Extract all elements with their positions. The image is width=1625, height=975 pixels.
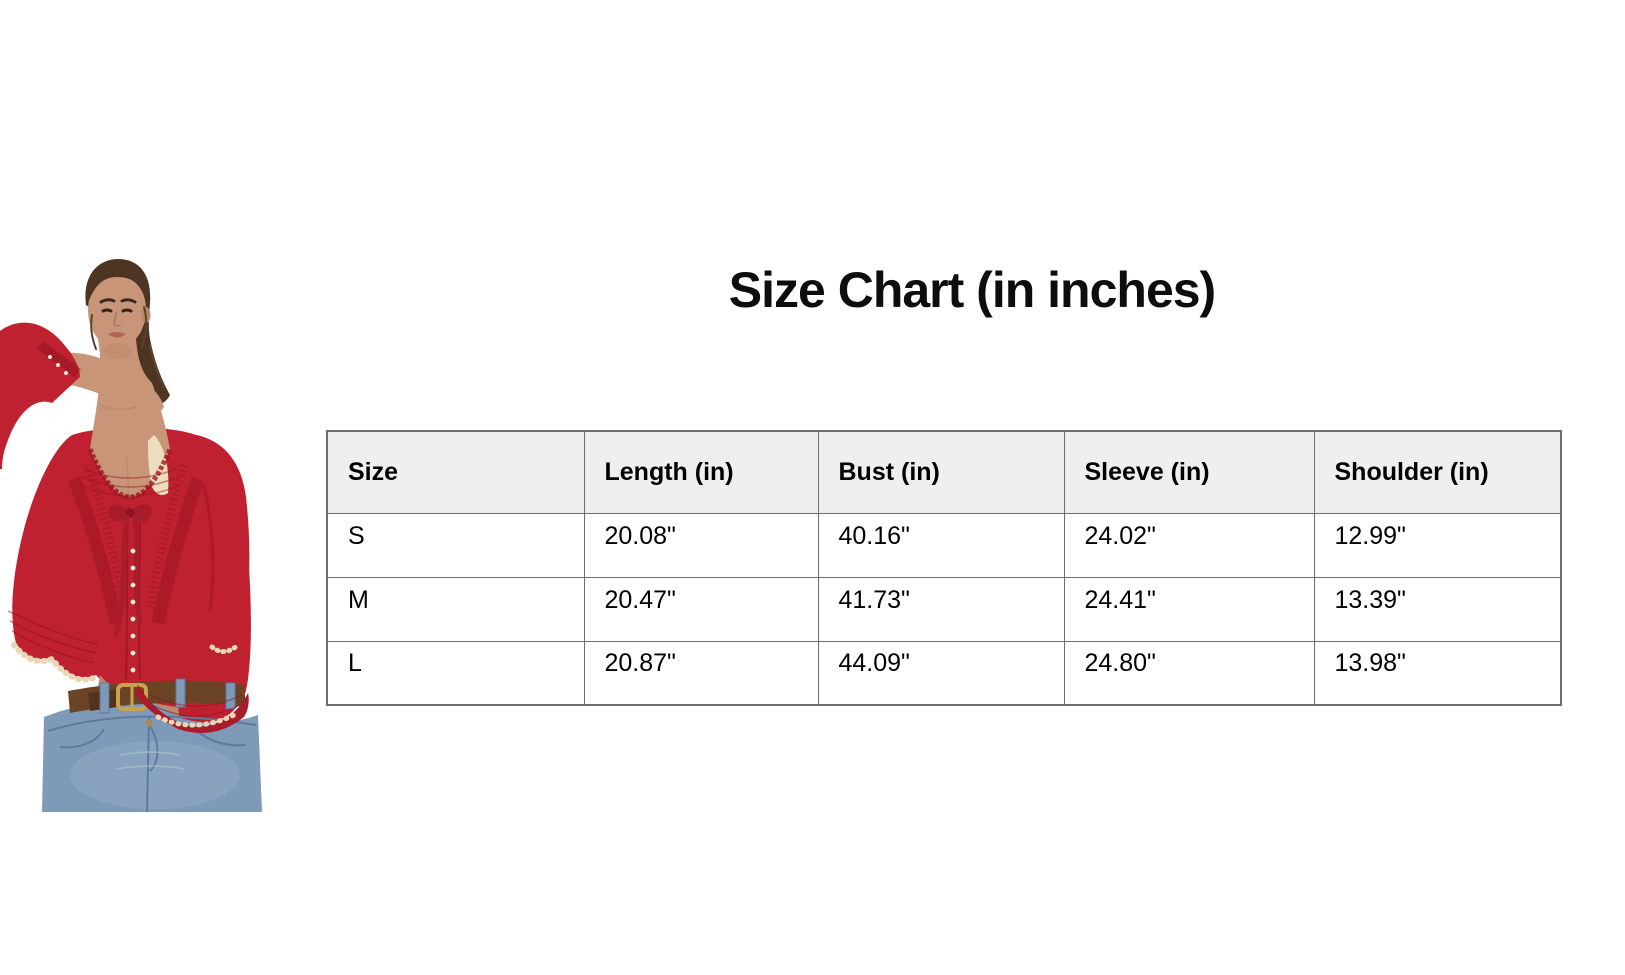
- hem-lace-left: [11, 642, 99, 683]
- model-lips: [108, 332, 126, 338]
- cell-length: 20.47": [583, 576, 819, 642]
- jeans-fly-seam: [146, 716, 159, 813]
- column-header-length: Length (in): [583, 430, 819, 514]
- cuff-button: [48, 355, 52, 359]
- cuff-button: [56, 363, 60, 367]
- cell-sleeve: 24.41": [1063, 576, 1315, 642]
- neckline-red-lace-trim: [87, 448, 173, 500]
- hair-strands: [90, 306, 165, 388]
- column-header-bust: Bust (in): [817, 430, 1065, 514]
- cell-size: M: [326, 576, 585, 642]
- belt-loop: [99, 682, 110, 714]
- column-header-shoulder: Shoulder (in): [1313, 430, 1562, 514]
- cell-sleeve: 24.02": [1063, 512, 1315, 578]
- table-row-m: M 20.47" 41.73" 24.41" 13.39": [326, 576, 1562, 642]
- belt-loop: [225, 682, 236, 710]
- model-illustration: [0, 259, 262, 813]
- neck-shadow: [103, 343, 131, 359]
- page-title: Size Chart (in inches): [728, 262, 1216, 318]
- product-photo: [0, 255, 265, 813]
- hem-pintucks-left: [7, 610, 99, 664]
- collarbone-lines: [99, 404, 137, 496]
- jeans-button: [145, 719, 153, 727]
- neckline-white-lace: [148, 435, 169, 495]
- right-sleeve-cuff-lace: [209, 642, 241, 654]
- size-chart-table: Size Length (in) Bust (in) Sleeve (in) S…: [326, 430, 1562, 706]
- model-nose: [112, 312, 121, 327]
- blouse-right-sleeve: [196, 435, 250, 654]
- column-header-sleeve: Sleeve (in): [1063, 430, 1315, 514]
- cell-shoulder: 12.99": [1313, 512, 1562, 578]
- lace-v-band-right: [151, 476, 205, 625]
- bow-loops: [108, 504, 152, 523]
- jeans-whiskers: [115, 751, 185, 770]
- belt-loop: [175, 678, 186, 708]
- cell-size: S: [326, 512, 585, 578]
- jeans-wash-highlight: [70, 741, 240, 809]
- table-row-s: S 20.08" 40.16" 24.02" 12.99": [326, 512, 1562, 578]
- right-sleeve-shade: [202, 484, 215, 612]
- sleeve-cuff-lace-band: [37, 340, 81, 378]
- cell-length: 20.08": [583, 512, 819, 578]
- hem-lace-right: [155, 710, 241, 728]
- cell-shoulder: 13.39": [1313, 576, 1562, 642]
- model-hair-front: [88, 265, 146, 303]
- cell-shoulder: 13.98": [1313, 640, 1562, 706]
- cell-bust: 44.09": [817, 640, 1065, 706]
- column-header-size: Size: [326, 430, 585, 514]
- cell-length: 20.87": [583, 640, 819, 706]
- model-face: [88, 272, 146, 348]
- cell-bust: 40.16": [817, 512, 1065, 578]
- table-header-row: Size Length (in) Bust (in) Sleeve (in) S…: [326, 430, 1562, 514]
- cell-size: L: [326, 640, 585, 706]
- blouse-body: [12, 427, 251, 725]
- cell-bust: 41.73": [817, 576, 1065, 642]
- blouse-right-drape: [134, 685, 249, 733]
- lace-v-band-left: [67, 476, 123, 625]
- placket-buttons: [130, 548, 136, 673]
- cell-sleeve: 24.80": [1063, 640, 1315, 706]
- model-eyebrows: [99, 298, 137, 304]
- yoke-pintucks: [79, 468, 181, 497]
- model-eyes: [101, 308, 133, 313]
- bow-ribbons: [113, 514, 143, 638]
- hem-pintucks-right: [149, 694, 243, 717]
- cuff-button: [64, 371, 68, 375]
- table-row-l: L 20.87" 44.09" 24.80" 13.98": [326, 640, 1562, 706]
